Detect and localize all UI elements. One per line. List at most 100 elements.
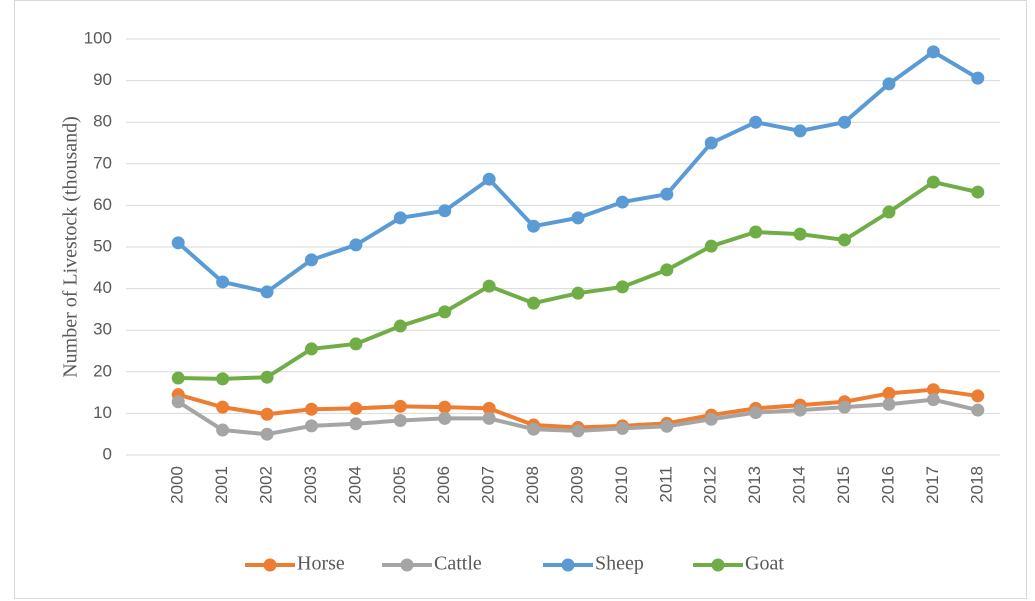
data-point <box>171 236 185 250</box>
data-point <box>660 263 674 277</box>
legend-marker <box>561 558 575 572</box>
data-point <box>527 422 541 436</box>
data-point <box>749 225 763 239</box>
data-point <box>971 185 985 199</box>
data-point <box>882 386 896 400</box>
data-point <box>438 411 452 425</box>
data-point <box>882 77 896 91</box>
data-point <box>704 412 718 426</box>
x-tick-label: 2015 <box>834 466 853 504</box>
x-tick-label: 2003 <box>301 466 320 504</box>
series-line <box>176 49 979 294</box>
data-point <box>260 407 274 421</box>
legend-label: Sheep <box>595 553 644 575</box>
y-tick-label: 60 <box>93 195 112 214</box>
data-point <box>926 45 940 59</box>
data-point <box>482 279 496 293</box>
data-point <box>749 115 763 129</box>
legend-label: Horse <box>297 553 345 575</box>
data-point <box>438 204 452 218</box>
data-point <box>393 319 407 333</box>
data-point <box>615 280 629 294</box>
y-axis-title: Number of Livestock (thousand) <box>60 116 82 378</box>
data-point <box>216 423 230 437</box>
legend-label: Goat <box>745 553 784 575</box>
legend-marker <box>400 558 414 572</box>
x-tick-label: 2017 <box>923 466 942 504</box>
y-tick-label: 90 <box>93 70 112 89</box>
legend-marker <box>263 558 277 572</box>
x-tick-label: 2010 <box>612 466 631 504</box>
x-tick-label: 2014 <box>790 466 809 504</box>
data-point <box>216 400 230 414</box>
x-tick-label: 2007 <box>479 466 498 504</box>
data-point <box>882 205 896 219</box>
data-point <box>615 195 629 209</box>
y-tick-label: 10 <box>93 403 112 422</box>
data-point <box>304 402 318 416</box>
data-point <box>660 187 674 201</box>
data-point <box>926 393 940 407</box>
data-point <box>971 403 985 417</box>
data-point <box>482 401 496 415</box>
data-point <box>660 419 674 433</box>
data-point <box>926 383 940 397</box>
legend-marker <box>711 558 725 572</box>
x-tick-label: 2004 <box>345 466 364 504</box>
data-point <box>304 253 318 267</box>
data-point <box>838 115 852 129</box>
y-tick-label: 80 <box>93 112 112 131</box>
data-point <box>171 395 185 409</box>
y-tick-label: 30 <box>93 320 112 339</box>
data-point <box>571 286 585 300</box>
y-tick-label: 20 <box>93 361 112 380</box>
y-tick-label: 70 <box>93 153 112 172</box>
data-point <box>349 401 363 415</box>
data-point <box>482 172 496 186</box>
data-point <box>349 337 363 351</box>
data-point <box>527 296 541 310</box>
data-point <box>349 238 363 252</box>
data-point <box>971 389 985 403</box>
y-tick-label: 40 <box>93 278 112 297</box>
data-point <box>971 71 985 85</box>
data-point <box>438 400 452 414</box>
data-point <box>304 419 318 433</box>
data-point <box>171 371 185 385</box>
data-point <box>482 411 496 425</box>
data-point <box>615 421 629 435</box>
x-tick-label: 2012 <box>701 466 720 504</box>
data-point <box>571 424 585 438</box>
data-point <box>793 403 807 417</box>
x-tick-label: 2013 <box>745 466 764 504</box>
data-point <box>260 285 274 299</box>
data-point <box>216 372 230 386</box>
x-tick-label: 2009 <box>567 466 586 504</box>
y-tick-label: 0 <box>103 444 112 463</box>
data-point <box>393 211 407 225</box>
data-point <box>704 239 718 253</box>
data-point <box>393 399 407 413</box>
data-point <box>438 305 452 319</box>
data-point <box>793 227 807 241</box>
x-tick-label: 2011 <box>656 466 675 503</box>
x-tick-label: 2016 <box>878 466 897 504</box>
data-point <box>349 417 363 431</box>
x-tick-label: 2001 <box>212 466 231 504</box>
data-point <box>260 370 274 384</box>
data-point <box>393 413 407 427</box>
x-tick-label: 2018 <box>967 466 986 504</box>
y-tick-label: 50 <box>93 236 112 255</box>
data-point <box>704 136 718 150</box>
x-tick-label: 2006 <box>434 466 453 504</box>
data-point <box>882 397 896 411</box>
x-tick-label: 2008 <box>523 466 542 504</box>
y-tick-label: 100 <box>84 28 112 47</box>
data-point <box>260 427 274 441</box>
x-tick-label: 2000 <box>168 466 187 504</box>
data-point <box>304 342 318 356</box>
data-point <box>838 233 852 247</box>
data-point <box>793 124 807 138</box>
data-point <box>926 175 940 189</box>
